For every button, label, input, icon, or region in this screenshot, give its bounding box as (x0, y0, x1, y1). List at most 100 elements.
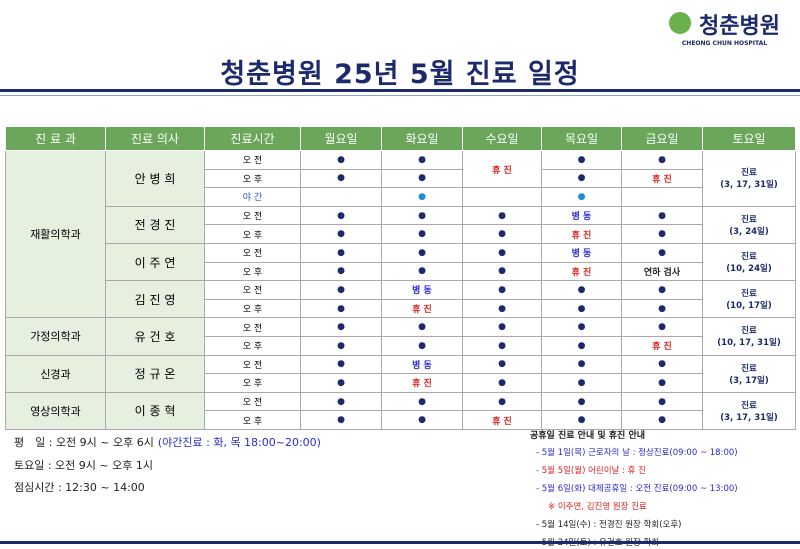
schedule-cell: ● (300, 298, 382, 319)
column-header: 진 료 과 (5, 126, 106, 151)
saturday: 진료 (3, 17일) (702, 354, 796, 393)
schedule-cell: ● (381, 261, 463, 282)
schedule-cell: ● (381, 242, 463, 263)
saturday-dates: (3, 17일) (729, 375, 769, 386)
logo-name: 청춘병원 (669, 8, 780, 40)
schedule-cell: ● (300, 317, 382, 337)
doctor: 이 종 혁 (105, 391, 205, 430)
schedule-cell: ● (300, 150, 382, 170)
schedule-cell: ● (462, 298, 542, 319)
schedule-cell: ● (621, 242, 703, 263)
hours-row: 토요일 : 오전 9시 ~ 오후 1시 (14, 457, 321, 480)
schedule-cell: ● (621, 224, 703, 244)
saturday-label: 진료 (741, 168, 757, 179)
schedule-cell: ● (541, 354, 622, 375)
column-header: 목요일 (541, 126, 622, 151)
schedule-cell: ● (541, 168, 622, 189)
rule (0, 89, 800, 92)
saturday: 진료 (10, 17일) (702, 280, 796, 319)
schedule-cell: ● (381, 410, 463, 430)
schedule-cell: ● (300, 205, 382, 226)
table-row: 오 후 ● ● ● 휴 진 (6, 168, 796, 189)
schedule-cell: ● (462, 242, 542, 263)
department: 영상의학과 (5, 391, 106, 430)
title: 청춘병원 25년 5월 진료 일정 (220, 59, 580, 90)
schedule-cell: ● (381, 317, 463, 337)
time-slot: 오 후 (204, 298, 301, 319)
doctor: 전 경 진 (105, 205, 205, 244)
column-header: 진료 의사 (105, 126, 205, 151)
hours-row: 평 일 : 오전 9시 ~ 오후 6시 (야간진료 : 화, 목 18:00~20… (14, 434, 321, 457)
time-slot: 오 전 (204, 354, 301, 375)
notice: 공휴일 진료 안내 및 휴진 안내 - 5월 1일(목) 근로자의 날 : 정상… (530, 428, 738, 549)
saturday-label: 진료 (741, 252, 757, 263)
schedule-cell: ● (541, 150, 622, 170)
logo: 청춘병원 CHEONG CHUN HOSPITAL (669, 8, 780, 47)
notice-title: 공휴일 진료 안내 및 휴진 안내 (530, 431, 646, 441)
saturday: 진료 (3, 24일) (702, 205, 796, 244)
schedule-cell: 병 동 (381, 280, 463, 300)
schedule-cell: 병 동 (381, 354, 463, 375)
time-slot: 오 전 (204, 205, 301, 226)
saturday-dates: (3, 24일) (729, 226, 769, 237)
notice-item: - 5월 5일(월) 어린이날 : 휴 진 (536, 466, 646, 476)
column-header: 수요일 (462, 126, 542, 151)
time-slot: 야 간 (204, 187, 301, 207)
hours-label: 평 일 : 오전 9시 ~ 오후 6시 (14, 436, 154, 449)
saturday: 진료 (3, 17, 31일) (702, 391, 796, 430)
time-slot: 오 후 (204, 224, 301, 244)
schedule-cell: ● (300, 391, 382, 412)
schedule-cell: ● (381, 224, 463, 244)
time-slot: 오 전 (204, 242, 301, 263)
schedule-cell: ● (381, 168, 463, 189)
schedule-cell: 휴 진 (621, 168, 703, 189)
doctor: 이 주 연 (105, 242, 205, 282)
schedule-cell: ● (381, 187, 463, 207)
saturday-dates: (10, 17일) (726, 301, 772, 312)
schedule-cell: ● (462, 280, 542, 300)
time-slot: 오 전 (204, 280, 301, 300)
schedule-table: 진 료 과 진료 의사 진료시간 월요일 화요일 수요일 목요일 금요일 토요일 재활의학과 안 … (5, 126, 796, 430)
header-row: 진 료 과 진료 의사 진료시간 월요일 화요일 수요일 목요일 금요일 토요일 (5, 126, 796, 151)
schedule-cell: ● (541, 187, 622, 207)
schedule-cell: ● (621, 354, 703, 375)
column-header: 화요일 (381, 126, 463, 151)
schedule-cell: ● (541, 335, 622, 356)
schedule-cell: ● (462, 224, 542, 244)
saturday-dates: (3, 17, 31일) (720, 412, 778, 423)
schedule-cell: 휴 진 (381, 298, 463, 319)
schedule-cell: ● (621, 280, 703, 300)
empty-cell (300, 187, 382, 207)
schedule-cell: ● (300, 354, 382, 375)
department: 가정의학과 (5, 317, 106, 356)
department: 재활의학과 (5, 149, 106, 319)
column-header: 토요일 (702, 126, 796, 151)
hours-label: 토요일 : 오전 9시 ~ 오후 1시 (14, 458, 153, 472)
empty-cell (462, 187, 542, 207)
schedule-cell: ● (462, 335, 542, 356)
schedule-cell: ● (541, 391, 622, 412)
schedule-cell: ● (381, 335, 463, 356)
time-slot: 오 전 (204, 317, 301, 337)
rule (0, 95, 800, 96)
doctor: 안 병 희 (105, 150, 205, 207)
logo-subtitle: CHEONG CHUN HOSPITAL (681, 40, 768, 47)
schedule-cell: ● (462, 205, 542, 226)
schedule-cell: ● (621, 298, 703, 319)
rule (0, 541, 800, 544)
saturday-label: 진료 (741, 400, 757, 411)
schedule-cell: 휴 진 (621, 335, 703, 356)
time-slot: 오 후 (204, 410, 301, 430)
time-slot: 오 후 (204, 168, 301, 189)
schedule-cell: ● (541, 280, 622, 300)
table-row: 오 후 ● 휴 진 ● ● ● (6, 298, 796, 319)
schedule-cell: 휴 진 (462, 149, 542, 189)
column-header: 금요일 (621, 126, 703, 151)
saturday-dates: (10, 17, 31일) (717, 338, 781, 349)
time-slot: 오 전 (204, 391, 301, 412)
